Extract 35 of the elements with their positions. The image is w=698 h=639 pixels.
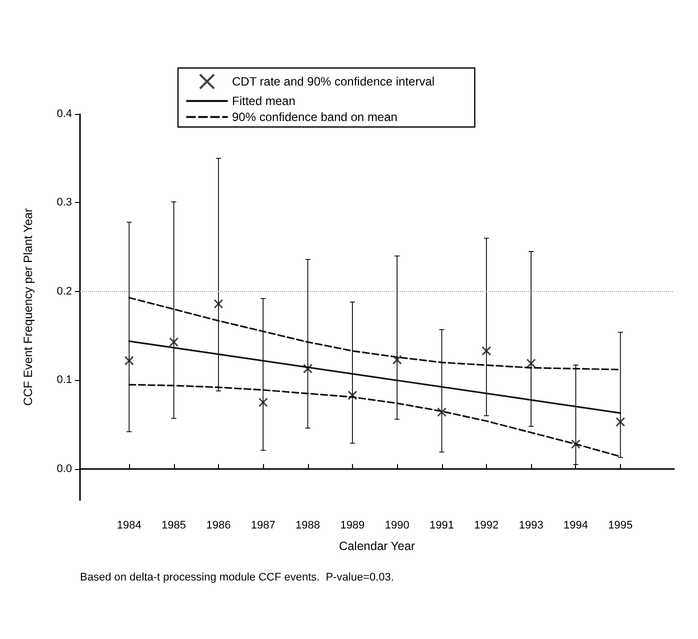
y-tick-label: 0.3	[56, 196, 72, 209]
x-tick-label: 1992	[474, 520, 499, 532]
point	[570, 439, 580, 449]
point	[348, 390, 358, 400]
y-tick-label: 0.2	[56, 285, 72, 298]
y-tick-label: 0.0	[56, 462, 72, 475]
y-axis-title: CCF Event Frequency per Plant Year	[21, 208, 35, 406]
point	[214, 299, 224, 309]
x-tick-label: 1993	[518, 520, 544, 532]
legend-label: 90% confidence band on mean	[232, 110, 398, 124]
point	[303, 364, 313, 374]
x-axis-title: Calendar Year	[338, 539, 416, 553]
y-tick-label: 0.4	[56, 108, 72, 120]
y-tick-label: 0.1	[56, 374, 72, 386]
x-tick-label: 1988	[296, 520, 320, 532]
legend-label: Fitted mean	[232, 94, 296, 108]
point	[482, 346, 492, 356]
point	[124, 356, 134, 366]
point	[258, 398, 268, 408]
x-tick-label: 1989	[340, 520, 365, 532]
x-tick-label: 1995	[608, 520, 633, 532]
point	[616, 417, 626, 427]
legend-label: CDT rate and 90% confidence interval	[232, 74, 435, 88]
x-tick-label: 1991	[430, 520, 454, 532]
x-tick-label: 1987	[250, 520, 276, 532]
text: Based on delta-t processing module CCF events. P-value=0.03.	[80, 572, 394, 584]
x-tick-label: 1994	[564, 520, 588, 532]
point	[437, 407, 447, 417]
x-tick-label: 1985	[162, 520, 186, 532]
x-tick-label: 1990	[384, 520, 410, 532]
x-tick-label: 1984	[116, 520, 142, 532]
point	[392, 355, 402, 365]
point	[526, 358, 536, 368]
x-tick-label: 1986	[206, 520, 231, 532]
point	[169, 337, 179, 347]
